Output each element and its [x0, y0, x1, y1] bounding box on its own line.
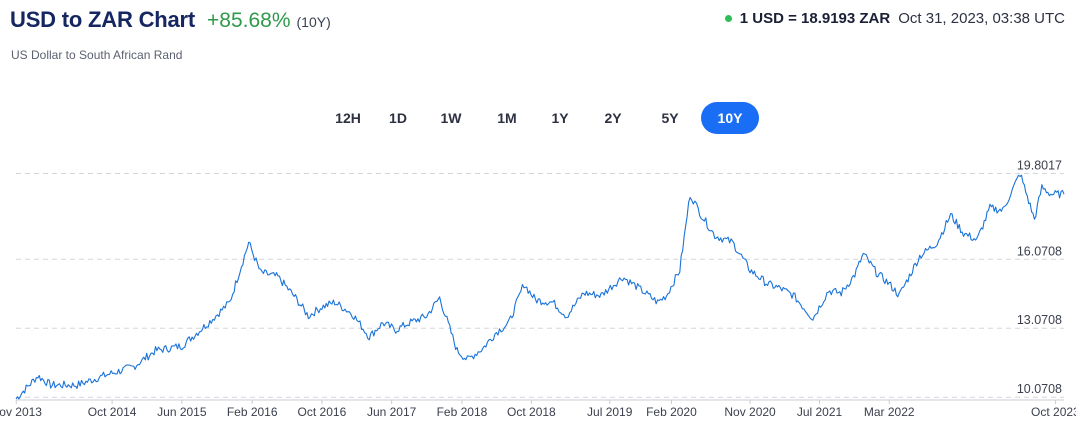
range-tab-2y[interactable]: 2Y	[604, 110, 622, 126]
page-subtitle: US Dollar to South African Rand	[11, 48, 183, 62]
change-percent: +85.68%	[207, 9, 291, 32]
rate-timestamp: Oct 31, 2023, 03:38 UTC	[898, 10, 1065, 27]
x-tick-label: Feb 2016	[227, 405, 278, 419]
current-rate: 1 USD = 18.9193 ZAR	[739, 10, 891, 27]
x-tick-label: Feb 2018	[437, 405, 488, 419]
x-tick-label: Oct 2016	[298, 405, 347, 419]
range-tab-12h[interactable]: 12H	[335, 110, 361, 126]
range-tab-1d[interactable]: 1D	[389, 110, 407, 126]
y-tick-label: 10.0708	[1017, 382, 1062, 396]
x-tick-label: Nov 2013	[0, 405, 42, 419]
x-tick-label: Jul 2021	[797, 405, 843, 419]
line-chart: 19.8017 16.0708 13.0708 10.0708 Nov 2013 Oct …	[0, 158, 1076, 419]
range-tabs: 12H 1D 1W 1M 1Y 2Y 5Y 10Y	[325, 102, 759, 134]
x-tick-label: Feb 2020	[646, 405, 697, 419]
x-tick-label: Jun 2017	[367, 405, 417, 419]
range-tab-10y[interactable]: 10Y	[701, 102, 759, 134]
live-dot-icon	[724, 15, 732, 22]
x-tick-label: Mar 2022	[864, 405, 915, 419]
x-tick-label: Oct 2023	[1031, 405, 1076, 419]
chart-header: USD to ZAR Chart +85.68% (10Y)	[10, 7, 331, 33]
x-tick-label: Oct 2018	[507, 405, 556, 419]
x-tick-label: Nov 2020	[724, 405, 776, 419]
x-tick-label: Jun 2015	[157, 405, 207, 419]
range-tab-5y[interactable]: 5Y	[661, 110, 679, 126]
series-line	[15, 174, 1065, 400]
range-tab-1w[interactable]: 1W	[440, 110, 462, 126]
range-tab-1y[interactable]: 1Y	[551, 110, 569, 126]
range-tab-1m[interactable]: 1M	[497, 110, 517, 126]
y-tick-label: 16.0708	[1017, 244, 1062, 258]
change-period: (10Y)	[296, 14, 331, 30]
page-title: USD to ZAR Chart	[10, 7, 196, 32]
y-tick-label: 19.8017	[1017, 158, 1062, 172]
y-tick-label: 13.0708	[1017, 313, 1062, 327]
x-tick-label: Jul 2019	[587, 405, 633, 419]
rate-info: 1 USD = 18.9193 ZAR Oct 31, 2023, 03:38 …	[724, 10, 1065, 27]
x-tick-label: Oct 2014	[88, 405, 137, 419]
